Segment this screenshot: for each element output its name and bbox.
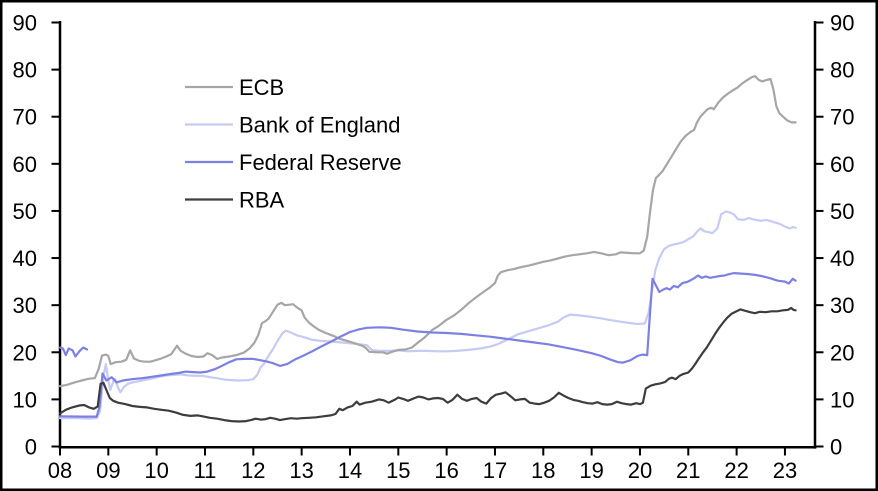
x-tick-label: 18 <box>531 458 555 483</box>
y-tick-label-right: 30 <box>830 293 854 318</box>
x-tick-label: 10 <box>144 458 168 483</box>
x-tick-label: 22 <box>724 458 748 483</box>
legend-label-federal-reserve: Federal Reserve <box>239 150 402 175</box>
y-tick-label-right: 60 <box>830 152 854 177</box>
x-tick-label: 08 <box>48 458 72 483</box>
y-tick-label-left: 30 <box>13 293 37 318</box>
y-tick-label-left: 10 <box>13 387 37 412</box>
y-tick-label-left: 40 <box>13 246 37 271</box>
x-tick-label: 13 <box>289 458 313 483</box>
y-tick-label-right: 70 <box>830 105 854 130</box>
x-tick-label: 12 <box>241 458 265 483</box>
x-tick-label: 15 <box>386 458 410 483</box>
series-line-ecb <box>58 75 797 388</box>
x-tick-label: 17 <box>483 458 507 483</box>
legend-label-rba: RBA <box>239 188 285 213</box>
x-tick-label: 23 <box>773 458 797 483</box>
y-tick-label-right: 80 <box>830 58 854 83</box>
series-line-federal-reserve <box>58 346 89 358</box>
x-tick-label: 14 <box>338 458 362 483</box>
series-line-rba <box>58 306 797 423</box>
series-line-federal-reserve <box>58 272 797 418</box>
y-tick-label-left: 0 <box>25 435 37 460</box>
x-tick-label: 19 <box>579 458 603 483</box>
series-line-bank-of-england <box>58 210 797 420</box>
y-tick-label-right: 10 <box>830 387 854 412</box>
y-tick-label-right: 90 <box>830 11 854 36</box>
y-tick-label-left: 90 <box>13 11 37 36</box>
legend-label-ecb: ECB <box>239 75 284 100</box>
y-tick-label-left: 80 <box>13 58 37 83</box>
y-tick-label-left: 70 <box>13 105 37 130</box>
x-tick-label: 20 <box>628 458 652 483</box>
y-tick-label-left: 60 <box>13 152 37 177</box>
y-tick-label-right: 20 <box>830 340 854 365</box>
y-tick-label-right: 50 <box>830 199 854 224</box>
x-tick-label: 11 <box>194 458 217 483</box>
y-tick-label-right: 0 <box>830 435 842 460</box>
y-tick-label-left: 20 <box>13 340 37 365</box>
y-tick-label-left: 50 <box>13 199 37 224</box>
x-tick-label: 09 <box>96 458 120 483</box>
legend-label-bank-of-england: Bank of England <box>239 113 400 138</box>
y-tick-label-right: 40 <box>830 246 854 271</box>
x-tick-label: 21 <box>676 458 700 483</box>
x-tick-label: 16 <box>434 458 458 483</box>
